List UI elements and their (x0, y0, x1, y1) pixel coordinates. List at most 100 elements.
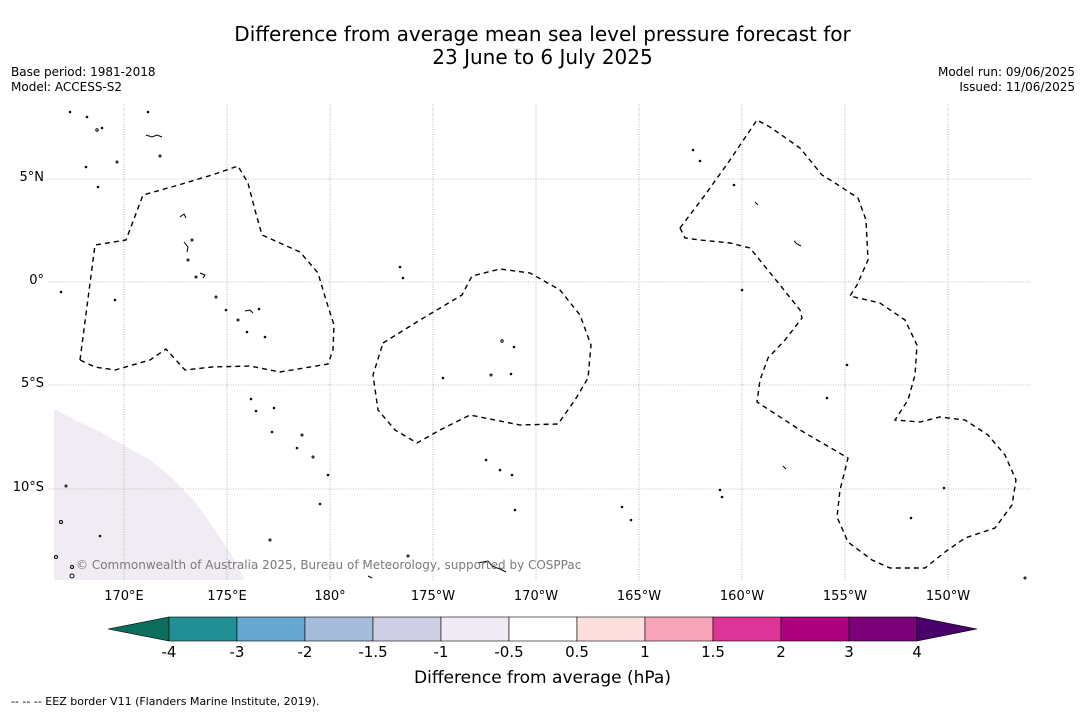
island (825, 396, 829, 400)
island (95, 128, 99, 132)
copyright-notice: © Commonwealth of Australia 2025, Bureau… (76, 558, 582, 572)
island (942, 486, 946, 490)
island (489, 373, 493, 377)
island (194, 275, 198, 279)
island (249, 397, 253, 401)
island (498, 468, 502, 472)
colorbar-tick: 4 (912, 643, 922, 661)
island (68, 110, 72, 114)
island (98, 534, 102, 538)
island (326, 473, 330, 477)
island (179, 213, 187, 219)
island (158, 154, 162, 158)
model-name: Model: ACCESS-S2 (11, 80, 123, 94)
colorbar-tick: 0.5 (565, 643, 589, 661)
colorbar-segment (168, 616, 238, 642)
lon-label-165w: 165°W (616, 589, 662, 604)
lon-label-150w: 150°W (925, 589, 971, 604)
colorbar-segment (780, 616, 850, 642)
island (69, 573, 75, 579)
island (367, 575, 373, 579)
colorbar-tick: 3 (844, 643, 854, 661)
island (270, 430, 274, 434)
island (70, 565, 74, 569)
island (691, 148, 695, 152)
colorbar-segment (576, 616, 646, 642)
island (245, 330, 249, 334)
island (740, 288, 744, 292)
colorbar-arrow-high (916, 616, 978, 642)
eez-border-kiribati-gilbert (79, 165, 335, 373)
map-title-line1: Difference from average mean sea level p… (234, 22, 851, 46)
graticule (48, 104, 1031, 580)
colorbar-arrow-low (107, 616, 170, 642)
island (115, 160, 119, 164)
lat-label-0: 0° (29, 273, 44, 288)
colorbar-segment (440, 616, 510, 642)
colorbar-title: Difference from average (hPa) (414, 668, 671, 688)
colorbar-tick: -3 (229, 643, 245, 661)
lon-label-175w: 175°W (410, 589, 456, 604)
island (199, 272, 206, 279)
island (272, 406, 276, 410)
colorbar-tick: 1.5 (701, 643, 725, 661)
island (254, 409, 258, 413)
island (793, 240, 802, 247)
island (214, 295, 218, 299)
eez-borders (79, 119, 1017, 569)
island (406, 554, 410, 558)
model-run: Model run: 09/06/2025 (937, 65, 1075, 79)
island (441, 376, 445, 380)
eez-border-line-islands-south (679, 227, 1017, 569)
island (96, 185, 100, 189)
island (782, 465, 787, 470)
island (146, 110, 150, 114)
colorbar-tick: -1 (433, 643, 449, 661)
island (59, 520, 63, 524)
island (401, 276, 405, 280)
colorbar-segment (644, 616, 714, 642)
lon-label-180: 180° (314, 589, 346, 604)
island (59, 290, 63, 294)
island (311, 455, 315, 459)
lon-label-175e: 175°E (207, 589, 247, 604)
island (268, 538, 272, 542)
island (720, 495, 724, 499)
island (236, 318, 240, 322)
island (732, 183, 736, 187)
island (145, 134, 163, 138)
colorbar-segment (304, 616, 374, 642)
island (754, 201, 759, 206)
lat-label-5n: 5°N (19, 170, 45, 185)
lat-label-10s: 10°S (12, 480, 44, 495)
island (512, 345, 516, 349)
island (909, 516, 913, 520)
island (186, 258, 190, 262)
island (513, 508, 517, 512)
island (263, 335, 267, 339)
lon-label-170e: 170°E (104, 589, 144, 604)
lon-label-170w: 170°W (513, 589, 559, 604)
island (500, 339, 504, 343)
island (509, 372, 513, 376)
lon-label-155w: 155°W (822, 589, 868, 604)
island (64, 484, 68, 488)
colorbar-tick: -2 (297, 643, 313, 661)
islands (54, 110, 1027, 580)
island (257, 307, 261, 311)
island (477, 560, 507, 573)
island (224, 308, 228, 312)
island (398, 265, 402, 269)
island (620, 505, 624, 509)
island (698, 159, 702, 163)
colorbar-segment (848, 616, 918, 642)
colorbar-segment (712, 616, 782, 642)
colorbar-tick: 1 (640, 643, 650, 661)
island (510, 473, 514, 477)
colorbar-segment (236, 616, 306, 642)
island (484, 458, 488, 462)
eez-border-phoenix (372, 268, 592, 444)
island (718, 488, 722, 492)
